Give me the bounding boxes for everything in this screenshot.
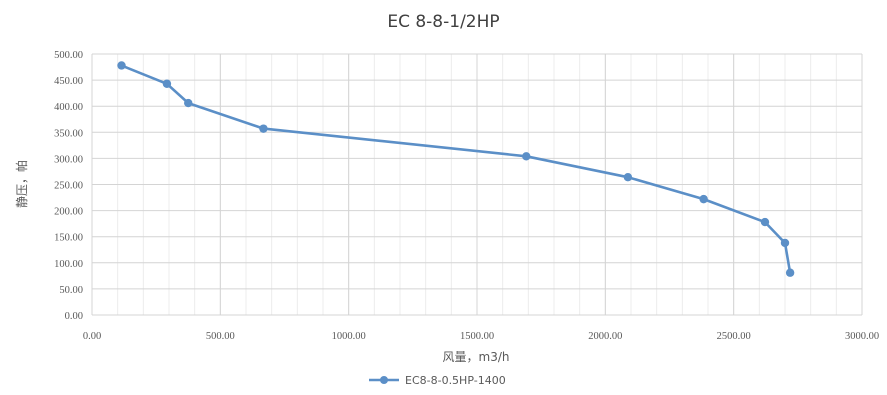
data-point bbox=[623, 172, 633, 182]
x-tick-label: 2000.00 bbox=[588, 331, 622, 342]
x-tick-label: 1000.00 bbox=[332, 331, 366, 342]
x-tick-label: 0.00 bbox=[83, 331, 101, 342]
y-tick-label: 200.00 bbox=[54, 207, 83, 218]
x-tick-labels: 0.00 500.00 1000.00 1500.00 2000.00 2500.00 30… bbox=[83, 331, 879, 342]
y-tick-label: 500.00 bbox=[54, 50, 83, 61]
data-point bbox=[259, 124, 268, 133]
data-point bbox=[184, 98, 193, 108]
x-axis-title: 风量，m3/h bbox=[443, 350, 510, 364]
legend-label: EC8-8-0.5HP-1400 bbox=[405, 374, 506, 387]
data-point bbox=[760, 217, 770, 227]
y-tick-label: 250.00 bbox=[54, 181, 83, 192]
series-layer bbox=[117, 61, 795, 277]
series-line bbox=[121, 64, 792, 273]
chart-title: EC 8-8-1/2HP bbox=[387, 12, 500, 32]
y-tick-label: 450.00 bbox=[54, 76, 83, 87]
data-point bbox=[785, 268, 795, 277]
y-tick-labels: 0.00 50.00 100.00 150.00 200.00 250.00 300.00 3… bbox=[54, 50, 83, 322]
y-tick-label: 400.00 bbox=[54, 102, 83, 113]
data-point bbox=[522, 152, 531, 161]
x-tick-label: 3000.00 bbox=[845, 331, 879, 342]
y-tick-label: 350.00 bbox=[54, 128, 83, 139]
grid-lines bbox=[91, 53, 863, 316]
y-tick-label: 0.00 bbox=[65, 311, 83, 322]
legend: EC8-8-0.5HP-1400 bbox=[369, 374, 506, 387]
data-point bbox=[780, 238, 790, 248]
x-tick-label: 500.00 bbox=[206, 331, 235, 342]
data-point bbox=[162, 79, 172, 88]
y-axis-title: 静压，帕 bbox=[14, 160, 29, 208]
legend-swatch-marker bbox=[380, 376, 388, 384]
y-tick-label: 300.00 bbox=[54, 154, 83, 165]
data-point bbox=[699, 194, 708, 204]
y-tick-label: 50.00 bbox=[59, 285, 83, 296]
y-tick-label: 100.00 bbox=[54, 259, 83, 270]
x-tick-label: 2500.00 bbox=[717, 331, 751, 342]
x-tick-label: 1500.00 bbox=[460, 331, 494, 342]
data-point bbox=[117, 61, 126, 70]
y-tick-label: 150.00 bbox=[54, 233, 83, 244]
